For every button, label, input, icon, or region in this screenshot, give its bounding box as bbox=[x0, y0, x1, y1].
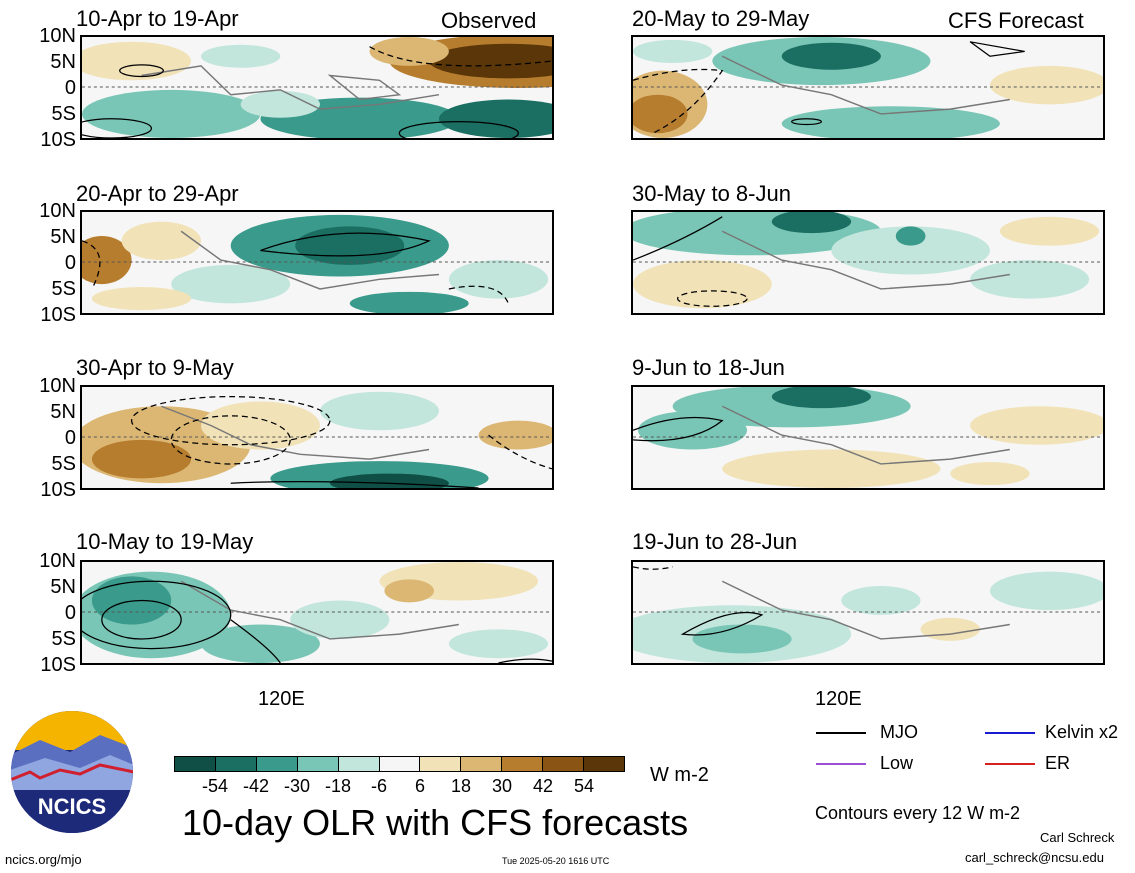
contours-note: Contours every 12 W m-2 bbox=[815, 803, 1021, 823]
colorbar bbox=[174, 756, 625, 772]
lat-label-eq: 0 bbox=[64, 77, 76, 99]
legend-mjo-label: MJO bbox=[880, 722, 918, 742]
lat-label-10s: 10S bbox=[40, 479, 76, 501]
legend-kelvin-label: Kelvin x2 bbox=[1045, 722, 1119, 742]
map-panel-l1 bbox=[80, 35, 554, 140]
colorbar-tick-label: -30 bbox=[283, 776, 310, 796]
observed-label: Observed bbox=[441, 8, 537, 33]
lat-label-10n: 10N bbox=[39, 550, 76, 572]
units-label: W m-2 bbox=[650, 764, 709, 786]
ncics-url-link[interactable]: ncics.org/mjo bbox=[5, 852, 82, 867]
lat-label-10n: 10N bbox=[39, 375, 76, 397]
logo-text: NCICS bbox=[38, 794, 106, 819]
lat-label-eq: 0 bbox=[64, 427, 76, 449]
panel-title-r2: 30-May to 8-Jun bbox=[632, 181, 791, 206]
lon-label-left: 120E bbox=[258, 688, 305, 710]
mjo-line-icon bbox=[816, 732, 866, 734]
panel-title-l3: 30-Apr to 9-May bbox=[76, 355, 234, 380]
panel-title-r1: 20-May to 29-May bbox=[632, 6, 810, 31]
panel-title-l4: 10-May to 19-May bbox=[76, 529, 254, 554]
colorbar-tick-label: 54 bbox=[573, 776, 595, 796]
map-panel-l3 bbox=[80, 385, 554, 490]
map-panel-l2 bbox=[80, 210, 554, 315]
lon-label-right: 120E bbox=[815, 688, 862, 710]
colorbar-swatch bbox=[461, 757, 503, 771]
colorbar-swatch bbox=[420, 757, 462, 771]
lat-label-10n: 10N bbox=[39, 200, 76, 222]
colorbar-swatch bbox=[543, 757, 585, 771]
map-panel-r2 bbox=[631, 210, 1105, 315]
lat-label-eq: 0 bbox=[64, 602, 76, 624]
lat-label-10n: 10N bbox=[39, 25, 76, 47]
lat-label-10s: 10S bbox=[40, 304, 76, 326]
colorbar-tick-label: 18 bbox=[450, 776, 472, 796]
lat-label-5s: 5S bbox=[51, 278, 76, 300]
colorbar-swatch bbox=[338, 757, 380, 771]
colorbar-swatch bbox=[215, 757, 257, 771]
map-panel-l4 bbox=[80, 560, 554, 665]
author-email[interactable]: carl_schreck@ncsu.edu bbox=[965, 850, 1104, 865]
lat-label-eq: 0 bbox=[64, 252, 76, 274]
map-panel-r3 bbox=[631, 385, 1105, 490]
colorbar-tick-label: -6 bbox=[370, 776, 387, 796]
colorbar-swatch bbox=[584, 757, 624, 771]
legend-low-label: Low bbox=[880, 753, 914, 773]
colorbar-tick-label: 6 bbox=[414, 776, 425, 796]
lat-label-10s: 10S bbox=[40, 129, 76, 151]
colorbar-swatch bbox=[297, 757, 339, 771]
panel-title-l1: 10-Apr to 19-Apr bbox=[76, 6, 239, 31]
lat-label-5s: 5S bbox=[51, 453, 76, 475]
kelvin-line-icon bbox=[985, 732, 1035, 734]
colorbar-swatch bbox=[256, 757, 298, 771]
timestamp: Tue 2025-05-20 1616 UTC bbox=[502, 856, 610, 866]
author-name: Carl Schreck bbox=[1040, 830, 1115, 845]
colorbar-tick-label: -42 bbox=[242, 776, 269, 796]
low-line-icon bbox=[816, 763, 866, 765]
panel-title-r3: 9-Jun to 18-Jun bbox=[632, 355, 785, 380]
lat-label-5n: 5N bbox=[50, 226, 76, 248]
ncics-logo: NCICS bbox=[10, 710, 134, 834]
lat-label-5s: 5S bbox=[51, 103, 76, 125]
lat-label-5n: 5N bbox=[50, 401, 76, 423]
colorbar-tick-label: -18 bbox=[324, 776, 351, 796]
map-panel-r1 bbox=[631, 35, 1105, 140]
colorbar-swatch bbox=[379, 757, 421, 771]
colorbar-tick-label: 42 bbox=[532, 776, 554, 796]
er-line-icon bbox=[985, 763, 1035, 765]
colorbar-tick-label: 30 bbox=[491, 776, 513, 796]
colorbar-swatch bbox=[502, 757, 544, 771]
colorbar-tick-label: -54 bbox=[201, 776, 228, 796]
panel-title-l2: 20-Apr to 29-Apr bbox=[76, 181, 239, 206]
lat-label-5s: 5S bbox=[51, 628, 76, 650]
lat-label-10s: 10S bbox=[40, 654, 76, 676]
lat-label-5n: 5N bbox=[50, 576, 76, 598]
legend-er-label: ER bbox=[1045, 753, 1071, 773]
figure-title: 10-day OLR with CFS forecasts bbox=[182, 802, 689, 843]
cfs-forecast-label: CFS Forecast bbox=[948, 8, 1084, 33]
lat-label-5n: 5N bbox=[50, 51, 76, 73]
panel-title-r4: 19-Jun to 28-Jun bbox=[632, 529, 798, 554]
map-panel-r4 bbox=[631, 560, 1105, 665]
colorbar-swatch bbox=[175, 757, 216, 771]
